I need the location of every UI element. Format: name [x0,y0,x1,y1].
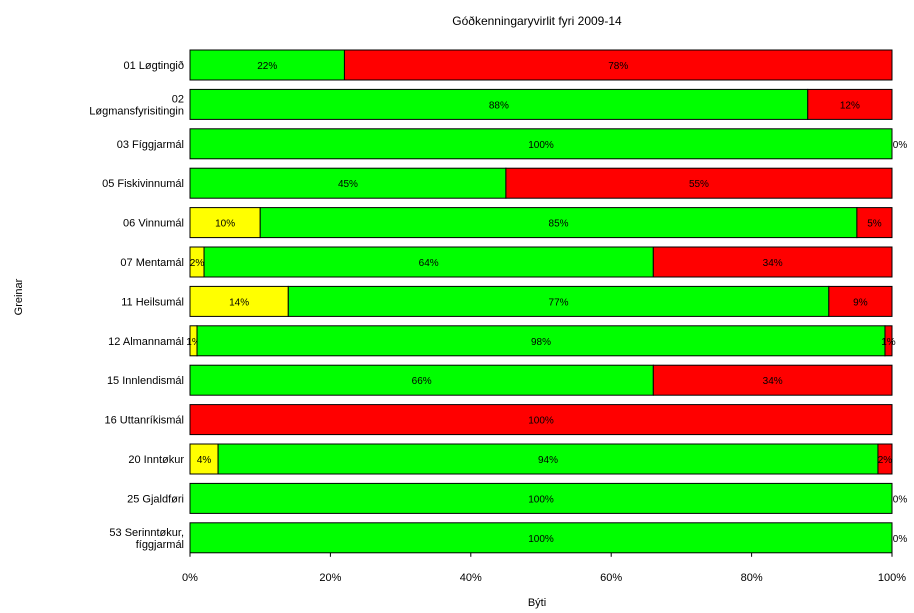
bar-segment-red [828,285,893,317]
category-label-line: 53 Serinntøkur, [109,527,184,539]
value-label: 34% [763,376,783,387]
value-label: 64% [419,258,439,269]
x-axis-label: Býti [528,597,546,609]
x-tick-label: 60% [600,572,622,584]
bar-segment-yellow [189,207,261,239]
category-label: 02 Løgmansfyrisitingin [89,93,184,117]
category-label-line: 20 Inntøkur [128,454,184,466]
bar-segment-red [652,246,893,278]
value-label: 66% [412,376,432,387]
x-tick-label: 100% [878,572,906,584]
category-label-line: 03 Fíggjarmál [117,139,184,151]
category-label: 01 Løgtingið [123,60,184,72]
category-labels-group: 01 Løgtingið 02 Løgmansfyrisitingin 03 Fígg… [89,60,184,551]
category-label-line: 02 [172,93,184,105]
value-label: 100% [528,140,554,151]
value-label: 34% [763,258,783,269]
category-label-line: 11 Heilsumál [121,296,184,308]
value-label: 77% [549,297,569,308]
value-label: 100% [528,534,554,545]
category-label: 06 Vinnumál [123,218,184,230]
bar-segment-red [505,167,893,199]
x-tick-label: 0% [182,572,198,584]
bar-segment-yellow [189,285,289,317]
bar-segment-green [203,246,654,278]
bar-segment-green [196,325,886,357]
value-label: 100% [528,416,554,427]
value-label: 12% [840,100,860,111]
bar-segment-red [884,325,893,357]
value-label: 4% [197,455,212,466]
value-label: 2% [190,258,205,269]
value-label: 0% [893,534,908,545]
bar-segment-green [189,49,345,81]
category-label: 07 Mentamál [120,257,184,269]
x-ticks-group: 0% 20% 40% 60% 80% 100% [182,552,906,584]
bar-segment-green [189,128,893,160]
bar-segment-red [856,207,893,239]
category-label: 20 Inntøkur [128,454,184,466]
category-label-line: 06 Vinnumál [123,218,184,230]
bar-segment-green [189,167,507,199]
category-label: 15 Innlendismál [107,375,184,387]
category-label: 03 Fíggjarmál [117,139,184,151]
category-label-line: 01 Løgtingið [123,60,184,72]
value-label: 14% [229,297,249,308]
value-label: 88% [489,100,509,111]
bar-segment-yellow [189,443,219,475]
value-label: 5% [867,219,882,230]
category-label: 05 Fiskivinnumál [102,178,184,190]
value-label: 1% [881,337,896,348]
category-label: 53 Serinntøkur, fíggjarmál [109,527,184,551]
value-label: 0% [893,140,908,151]
value-label: 98% [531,337,551,348]
value-label: 2% [878,455,893,466]
value-label: 94% [538,455,558,466]
category-label-line: 05 Fiskivinnumál [102,178,184,190]
category-label-line: Løgmansfyrisitingin [89,105,184,117]
category-label-line: fíggjarmál [136,539,184,551]
category-label-line: 16 Uttanríkismál [105,415,184,427]
bars-group: 22% 78% 88% 12% 100% 0% 45% 55% 10% 85% 5% 2% 64% 34%… [186,49,908,554]
value-label: 78% [608,61,628,72]
bar-segment-green [189,482,893,514]
bar-segment-red [652,364,893,396]
category-label-line: 07 Mentamál [120,257,184,269]
value-label: 1% [186,337,201,348]
category-label: 12 Almannamál [108,336,184,348]
category-label: 11 Heilsumál [121,296,184,308]
value-label: 10% [215,219,235,230]
x-tick-label: 20% [319,572,341,584]
bar-segment-red [343,49,893,81]
bar-segment-green [189,88,809,120]
bar-segment-red [877,443,893,475]
x-tick-label: 40% [460,572,482,584]
chart-title: Góðkenningaryvirlit fyri 2009-14 [452,14,622,28]
bar-segment-green [287,285,830,317]
bar-segment-red [189,404,893,436]
value-label: 9% [853,297,868,308]
category-label: 25 Gjaldføri [127,493,184,505]
category-label-line: 12 Almannamál [108,336,184,348]
value-label: 22% [257,61,277,72]
value-label: 55% [689,179,709,190]
x-tick-label: 80% [741,572,763,584]
value-label: 45% [338,179,358,190]
value-label: 85% [549,219,569,230]
category-label: 16 Uttanríkismál [105,415,184,427]
value-label: 0% [893,494,908,505]
bar-segment-red [807,88,893,120]
bar-segment-green [217,443,879,475]
bar-segment-green [189,364,654,396]
category-label-line: 25 Gjaldføri [127,493,184,505]
category-label-line: 15 Innlendismál [107,375,184,387]
y-axis-label: Greinar [13,278,25,315]
value-label: 100% [528,494,554,505]
bar-segment-green [189,522,893,554]
bar-segment-green [259,207,858,239]
